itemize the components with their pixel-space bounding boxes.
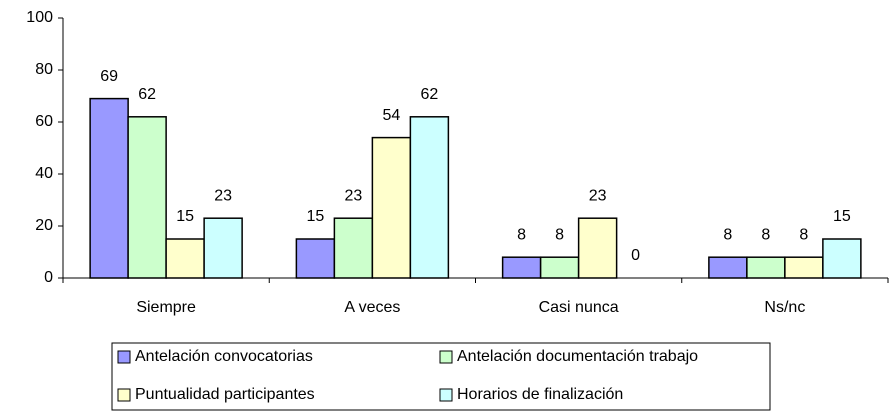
bar <box>708 256 748 279</box>
legend-label: Horarios de finalización <box>457 386 623 403</box>
legend-label: Antelación convocatorias <box>135 348 313 365</box>
data-label: 15 <box>176 208 194 225</box>
data-label: 0 <box>631 247 640 264</box>
data-label: 62 <box>138 86 156 103</box>
bar <box>165 238 205 279</box>
legend-label: Antelación documentación trabajo <box>457 348 698 365</box>
data-label: 23 <box>589 187 607 204</box>
bar <box>822 238 862 279</box>
bar <box>501 256 542 279</box>
data-label: 8 <box>517 226 526 243</box>
data-label: 8 <box>799 226 808 243</box>
data-label: 8 <box>761 226 770 243</box>
data-label: 15 <box>833 208 851 225</box>
data-label: 54 <box>382 107 400 124</box>
data-label: 69 <box>100 68 118 85</box>
y-tick-label: 40 <box>35 165 53 182</box>
y-tick-label: 60 <box>35 113 53 130</box>
y-tick-label: 0 <box>44 269 53 286</box>
legend-swatch <box>117 388 131 402</box>
bar <box>409 116 450 279</box>
data-label: 8 <box>555 226 564 243</box>
x-tick-label: Siempre <box>136 299 196 316</box>
bar <box>89 97 129 279</box>
data-label: 23 <box>344 187 362 204</box>
x-tick-label: A veces <box>344 299 400 316</box>
bar <box>295 238 336 279</box>
y-tick-label: 100 <box>26 9 53 26</box>
bar <box>127 116 167 279</box>
data-label: 15 <box>306 208 324 225</box>
legend-swatch <box>117 350 131 364</box>
bar <box>539 256 580 279</box>
legend-swatch <box>439 388 453 402</box>
bar <box>577 217 618 279</box>
bar <box>333 217 374 279</box>
bar <box>746 256 786 279</box>
bar <box>203 217 243 279</box>
x-tick-label: Casi nunca <box>539 299 619 316</box>
bar <box>371 136 412 279</box>
legend-swatch <box>439 350 453 364</box>
x-tick-label: Ns/nc <box>764 299 805 316</box>
y-tick-label: 80 <box>35 61 53 78</box>
data-label: 62 <box>420 86 438 103</box>
bar <box>784 256 824 279</box>
data-label: 23 <box>214 187 232 204</box>
data-label: 8 <box>723 226 732 243</box>
y-tick-label: 20 <box>35 217 53 234</box>
legend-label: Puntualidad participantes <box>135 386 315 403</box>
